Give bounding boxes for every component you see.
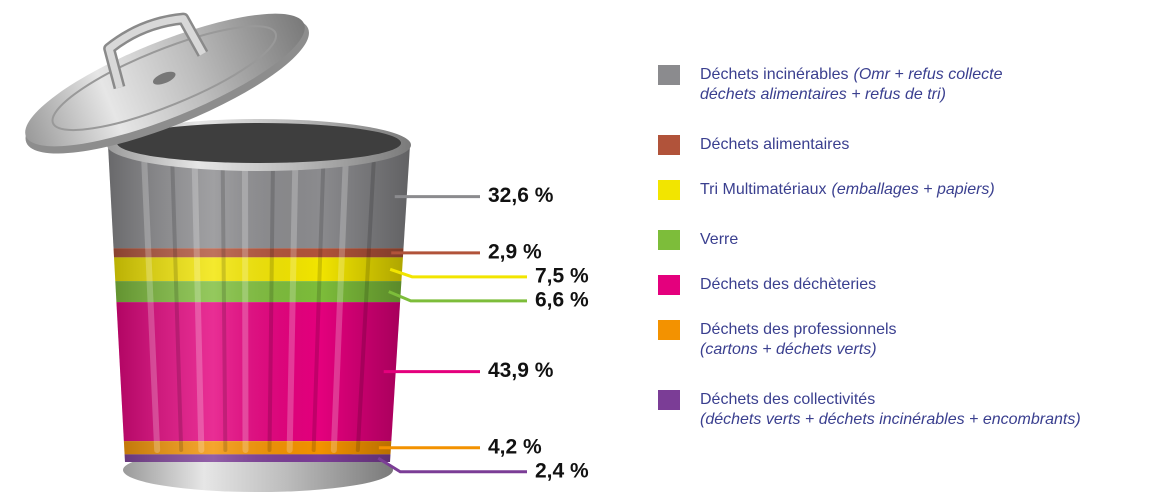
legend-label: Tri Multimatériaux [700,181,827,198]
value-label: 2,9 % [488,240,542,263]
legend-label: Déchets incinérables [700,66,849,83]
leader-line [390,269,527,277]
value-label: 32,6 % [488,184,554,207]
bin-rib [245,163,246,450]
legend-swatch [658,65,680,85]
legend-label: Verre [700,231,738,248]
legend-swatch [658,230,680,250]
legend-detail: (cartons + déchets verts) [700,341,877,358]
legend-label: Déchets des collectivités [700,391,875,408]
bin-rib [223,163,226,450]
legend-swatch [658,135,680,155]
legend-detail: (Omr + refus collecte [854,66,1003,83]
legend-label: Déchets alimentaires [700,136,849,153]
value-label: 6,6 % [535,288,589,311]
leader-line [389,292,527,301]
legend-detail: (emballages + papiers) [832,181,995,198]
value-label: 43,9 % [488,359,554,382]
legend-label: Déchets des professionnels [700,321,897,338]
value-labels: 32,6 % 2,9 %7,5 %6,6 % 43,9 % 4,2 %2,4 % [378,184,589,482]
legend-swatch [658,180,680,200]
legend-swatch [658,275,680,295]
legend: Déchets incinérables (Omr + refus collect… [658,65,1081,428]
legend-swatch [658,390,680,410]
legend-swatch [658,320,680,340]
value-label: 4,2 % [488,435,542,458]
legend-label: Déchets des déchèteries [700,276,876,293]
bin-body [108,145,410,462]
chart: 32,6 % 2,9 %7,5 %6,6 % 43,9 % 4,2 %2,4 % Dé… [0,0,1152,503]
legend-detail: déchets alimentaires + refus de tri) [700,86,946,103]
legend-detail: (déchets verts + déchets incinérables + … [700,411,1081,428]
value-label: 2,4 % [535,459,589,482]
leader-line [378,458,527,472]
value-label: 7,5 % [535,264,589,287]
